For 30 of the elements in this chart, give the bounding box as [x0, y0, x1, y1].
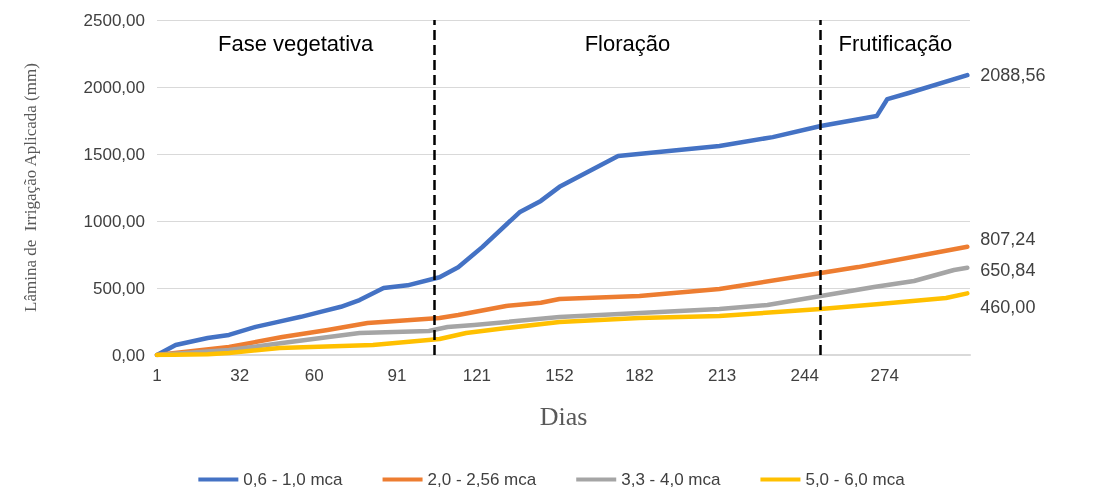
x-tick-label: 213 [707, 366, 737, 385]
x-tick-label: 1 [152, 366, 162, 385]
y-tick-label: 500,00 [93, 278, 145, 298]
y-tick-label: 1500,00 [83, 144, 145, 164]
data-label: 460,00 [980, 297, 1036, 318]
legend-label: 3,3 - 4,0 mca [621, 470, 721, 489]
legend-label: 0,6 - 1,0 mca [243, 470, 344, 489]
data-label: 650,84 [980, 259, 1036, 280]
x-tick-label: 274 [870, 366, 899, 385]
data-label: 807,24 [980, 228, 1036, 249]
data-label: 2088,56 [980, 65, 1046, 86]
annotation: Floração [584, 30, 671, 56]
legend-label: 2,0 - 2,56 mca [427, 470, 537, 489]
annotation: Frutificação [838, 30, 953, 56]
annotation: Fase vegetativa [217, 30, 375, 56]
legend-label: 5,0 - 6,0 mca [805, 470, 906, 489]
x-tick-label: 32 [230, 366, 250, 385]
x-tick-label: 182 [625, 366, 654, 385]
y-tick-label: 1000,00 [83, 211, 145, 231]
y-axis-title: Lâmina de Irrigação Aplicada (mm) [21, 63, 40, 312]
x-tick-label: 152 [545, 366, 574, 385]
x-axis-title: Dias [539, 401, 588, 431]
y-tick-label: 2000,00 [83, 77, 145, 97]
x-tick-label: 91 [387, 366, 407, 385]
x-tick-label: 121 [462, 366, 492, 385]
x-tick-label: 244 [790, 366, 819, 385]
line-series [154, 291, 970, 358]
y-tick-label: 2500,00 [83, 10, 145, 30]
x-tick-label: 60 [304, 366, 324, 385]
y-tick-label: 0,00 [111, 345, 145, 365]
